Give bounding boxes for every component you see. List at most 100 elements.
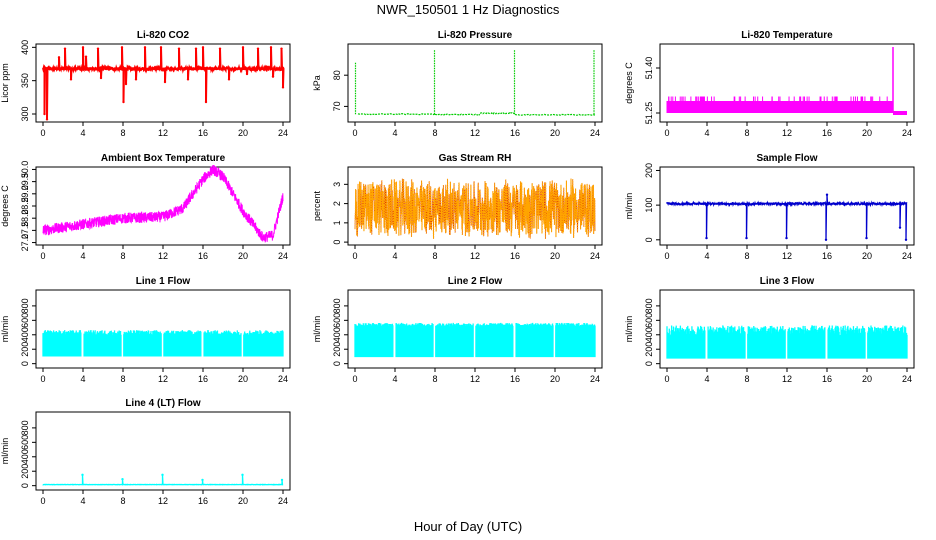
y-tick-label: 0 [332,240,342,245]
spike-point [825,193,829,196]
x-tick-label: 12 [470,374,480,384]
x-tick-label: 0 [352,128,357,138]
y-axis-label-line-2-flow: ml/min [312,316,322,343]
x-tick-label: 24 [278,251,288,261]
x-tick-label: 4 [80,128,85,138]
x-tick-label: 0 [40,374,45,384]
x-tick-label: 8 [432,128,437,138]
series-band [42,330,284,357]
x-tick-label: 0 [664,128,669,138]
y-tick-label: 30.0 [20,161,30,179]
y-tick-label: 200 [332,342,342,357]
y-tick-label: 200 [644,163,654,178]
y-tick-label: 29.0 [20,185,30,203]
x-tick-label: 8 [120,251,125,261]
x-tick-label: 16 [198,496,208,506]
x-tick-label: 0 [664,374,669,384]
y-axis-label-li-820-temperature: degrees C [624,62,634,104]
y-tick-label: 70 [332,101,342,111]
panel-title-line-2-flow: Line 2 Flow [448,276,503,287]
x-tick-label: 16 [198,128,208,138]
spike-point [745,236,748,240]
x-tick-label: 4 [80,374,85,384]
x-tick-label: 4 [704,128,709,138]
panel-title-ambient-box-temperature: Ambient Box Temperature [101,153,226,164]
series-line [666,194,908,240]
panel-title-line-4-lt-flow: Line 4 (LT) Flow [125,398,201,409]
spike-point [218,47,222,50]
y-axis-label-gas-stream-rh: percent [312,190,322,221]
spike-point [256,47,260,50]
spike-point [227,78,231,81]
y-tick-label: 800 [644,298,654,313]
x-tick-label: 24 [902,128,912,138]
y-tick-label: 27.5 [20,222,30,240]
panel-li-820-co2: Li-820 CO2 Licor ppm 300 350 400 0 4 8 12 16 20 24 [0,30,291,138]
spike-point [241,473,244,477]
x-tick-label: 8 [744,251,749,261]
x-tick-label: 12 [782,128,792,138]
spike-point [269,46,273,49]
spike-point [186,78,190,81]
y-tick-label: 400 [20,449,30,464]
x-tick-label: 12 [158,128,168,138]
x-tick-label: 8 [744,128,749,138]
y-tick-label: 2 [332,201,342,206]
x-tick-label: 4 [80,251,85,261]
y-tick-label: 80 [332,70,342,80]
y-tick-label: 100 [644,198,654,213]
y-axis-label-sample-flow: ml/min [624,193,634,220]
x-tick-label: 20 [550,128,560,138]
x-tick-label: 12 [782,374,792,384]
spike-point [99,76,103,80]
series-points [354,178,596,239]
y-tick-label: 51.25 [644,102,654,125]
y-tick-label: 800 [20,420,30,435]
y-tick-label: 51.40 [644,57,654,80]
spike-point [161,473,164,477]
series-line [514,113,596,116]
spike-point [241,46,245,49]
series-band [666,325,908,359]
spike-point [84,55,88,58]
x-tick-label: 8 [120,496,125,506]
x-tick-label: 12 [158,496,168,506]
y-tick-label: 400 [20,40,30,55]
y-tick-label: 600 [20,435,30,450]
x-tick-label: 16 [510,374,520,384]
y-tick-label: 800 [332,298,342,313]
y-tick-label: 0 [644,237,654,242]
y-tick-label: 600 [20,313,30,328]
series-line [42,165,284,243]
x-tick-label: 24 [278,374,288,384]
y-tick-label: 1 [332,220,342,225]
y-tick-label: 300 [20,106,30,121]
spike-point [134,78,138,81]
spike-point [96,47,100,50]
y-axis-label-li-820-co2: Licor ppm [0,63,10,103]
panel-ambient-box-temperature: Ambient Box Temperature degrees C 27.027.5… [0,153,291,261]
x-tick-label: 20 [862,374,872,384]
spike-point [245,72,249,76]
panel-title-sample-flow: Sample Flow [756,153,817,164]
x-tick-label: 24 [590,128,600,138]
x-tick-label: 0 [40,128,45,138]
spike-point [57,56,61,59]
plot-frame [35,166,291,246]
panel-title-gas-stream-rh: Gas Stream RH [439,153,512,164]
x-tick-label: 4 [80,496,85,506]
y-tick-label: 400 [332,327,342,342]
x-tick-label: 24 [278,496,288,506]
y-tick-label: 3 [332,182,342,187]
spike-point [865,236,868,240]
x-tick-label: 16 [822,374,832,384]
series-line [357,113,436,116]
spike-point [177,47,181,50]
y-tick-label: 0 [332,361,342,366]
x-tick-label: 8 [120,128,125,138]
